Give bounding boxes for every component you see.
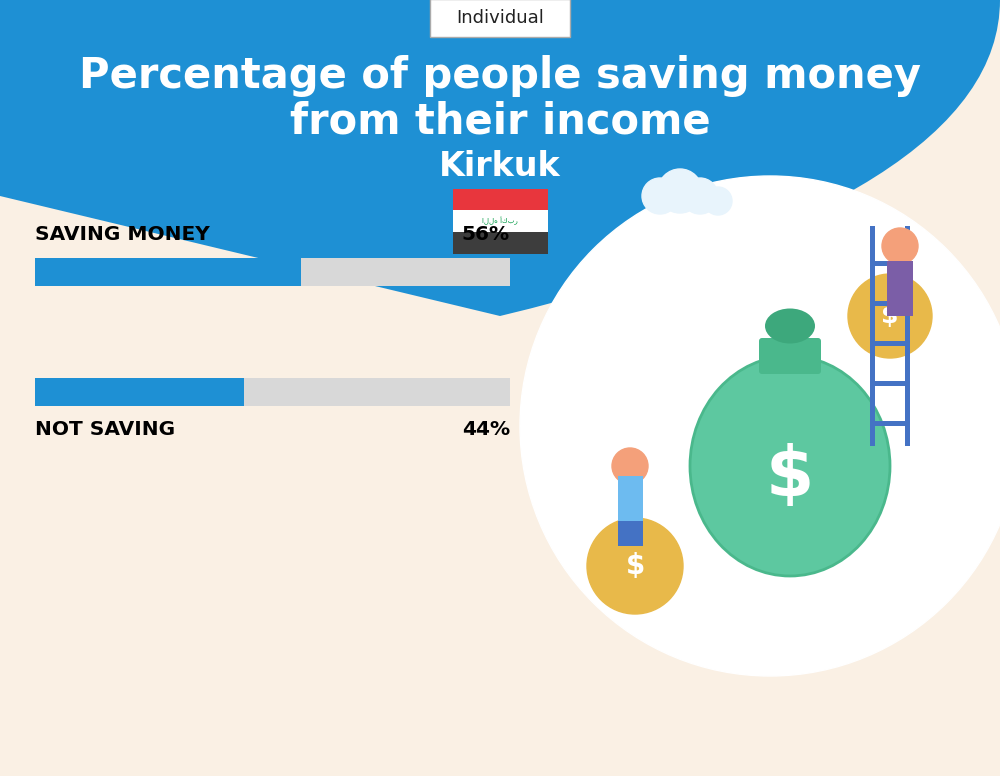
Bar (887, 261, 913, 316)
Bar (35, 258, 301, 286)
Bar (35, 378, 244, 406)
Bar (870, 381, 910, 386)
Bar (35, 378, 510, 406)
FancyBboxPatch shape (759, 338, 821, 374)
Circle shape (704, 187, 732, 215)
FancyBboxPatch shape (430, 0, 570, 37)
Circle shape (848, 274, 932, 358)
Text: $: $ (881, 304, 899, 328)
Text: 44%: 44% (462, 420, 510, 439)
Circle shape (520, 176, 1000, 676)
Bar (618, 521, 643, 546)
Text: SAVING MONEY: SAVING MONEY (35, 225, 210, 244)
Text: 56%: 56% (462, 225, 510, 244)
Circle shape (658, 169, 702, 213)
Text: NOT SAVING: NOT SAVING (35, 420, 175, 439)
Ellipse shape (690, 356, 890, 576)
Circle shape (587, 518, 683, 614)
Circle shape (612, 448, 648, 484)
Bar (452, 210, 548, 232)
Bar (870, 341, 910, 346)
Text: Individual: Individual (456, 9, 544, 27)
Bar (870, 301, 910, 306)
Bar (870, 421, 910, 426)
Bar (35, 258, 510, 286)
PathPatch shape (0, 0, 1000, 316)
Ellipse shape (765, 309, 815, 344)
Bar (870, 261, 910, 266)
Text: $: $ (625, 552, 645, 580)
Text: from their income: from their income (290, 100, 710, 142)
Bar (618, 476, 643, 526)
Bar (452, 232, 548, 254)
Bar (905, 226, 910, 446)
Text: $: $ (766, 442, 814, 510)
Text: Kirkuk: Kirkuk (439, 150, 561, 182)
Text: Percentage of people saving money: Percentage of people saving money (79, 55, 921, 97)
Circle shape (682, 178, 718, 214)
Bar (870, 226, 875, 446)
Circle shape (642, 178, 678, 214)
Text: الله أكبر: الله أكبر (482, 217, 518, 225)
Circle shape (882, 228, 918, 264)
Bar (452, 189, 548, 210)
